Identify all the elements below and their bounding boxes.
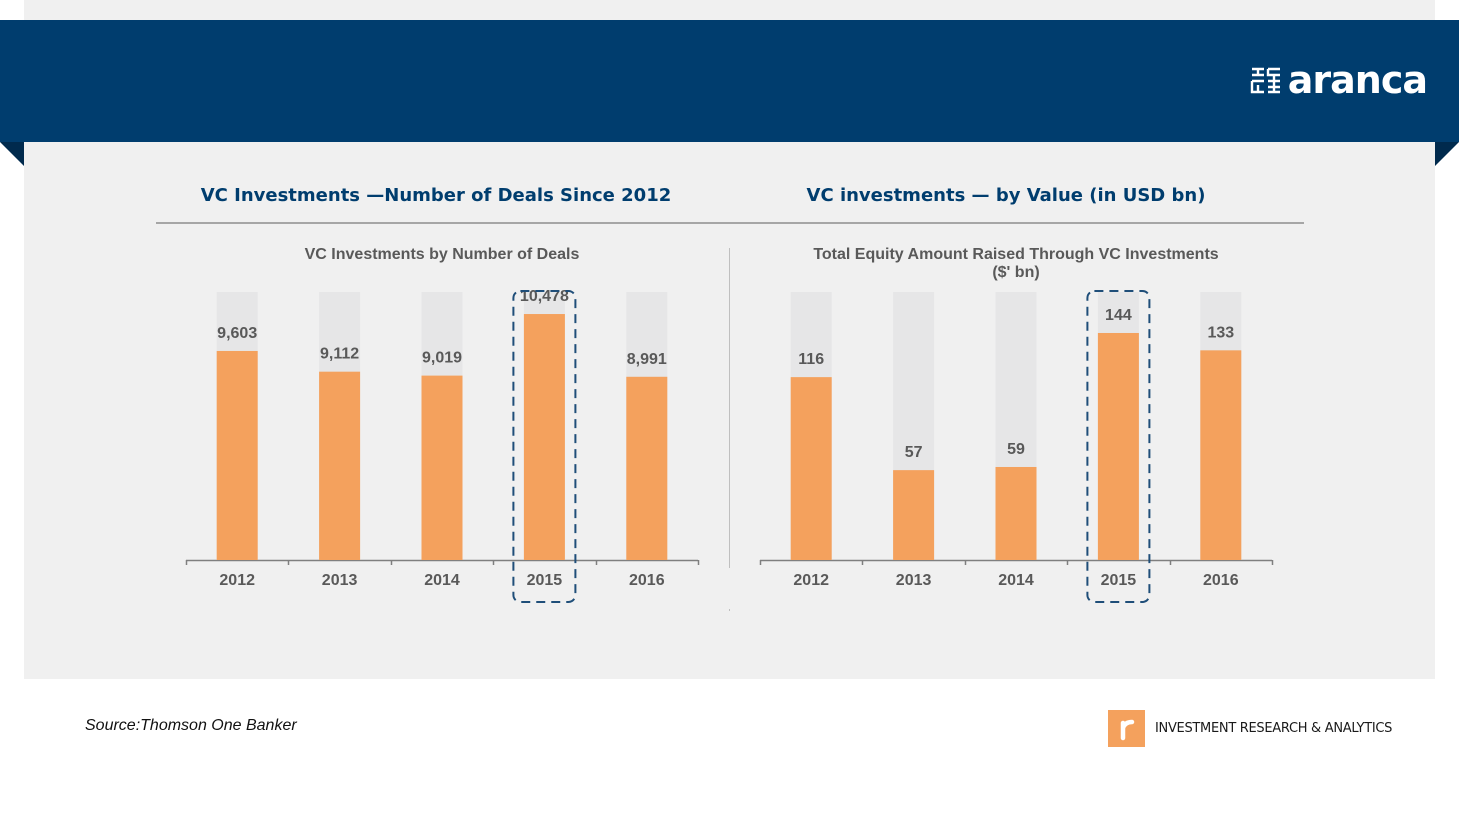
aranca-logo: aranca xyxy=(1250,58,1428,102)
x-tick-label: 2015 xyxy=(1101,572,1137,589)
bar xyxy=(421,375,463,560)
left-section-title: VC Investments —Number of Deals Since 20… xyxy=(200,185,672,206)
bar xyxy=(626,376,668,560)
data-label: 57 xyxy=(905,444,923,461)
data-label: 9,603 xyxy=(217,325,257,342)
deals-bar-chart: 9,603 2012 9,112 2013 9,019 2014 10,478 2015 8,9… xyxy=(185,288,700,603)
title-divider xyxy=(156,222,1304,224)
bar xyxy=(893,470,935,560)
bar xyxy=(995,466,1037,560)
chart-divider xyxy=(729,248,730,568)
x-tick-label: 2014 xyxy=(998,572,1034,589)
x-tick-label: 2013 xyxy=(322,572,358,589)
brand-badge-icon xyxy=(1108,710,1145,747)
left-chart-title: VC Investments by Number of Deals xyxy=(304,246,580,263)
right-chart-title-unit: ($' bn) xyxy=(992,264,1040,281)
x-tick-label: 2016 xyxy=(1203,572,1239,589)
data-label: 10,478 xyxy=(520,288,569,305)
footer-brand: INVESTMENT RESEARCH & ANALYTICS xyxy=(1108,710,1392,747)
bar xyxy=(319,371,361,560)
bar xyxy=(1097,332,1139,560)
right-chart-title: Total Equity Amount Raised Through VC In… xyxy=(760,246,1272,282)
source-note: Source:Thomson One Banker xyxy=(85,717,297,734)
bar xyxy=(790,377,832,560)
bar xyxy=(1200,350,1242,560)
x-tick-label: 2016 xyxy=(629,572,665,589)
logo-mark-icon xyxy=(1250,67,1280,94)
data-label: 8,991 xyxy=(627,351,667,368)
bar xyxy=(216,350,258,560)
data-label: 133 xyxy=(1207,324,1234,341)
data-label: 144 xyxy=(1105,307,1132,324)
logo-text: aranca xyxy=(1287,58,1428,102)
x-tick-label: 2015 xyxy=(527,572,563,589)
right-chart-title-main: Total Equity Amount Raised Through VC In… xyxy=(813,246,1219,263)
banner-fold-left xyxy=(0,142,24,166)
x-tick-label: 2013 xyxy=(896,572,932,589)
bar xyxy=(523,314,565,560)
banner-fold-right xyxy=(1435,142,1459,166)
data-label: 9,019 xyxy=(422,350,462,367)
right-section-title: VC investments — by Value (in USD bn) xyxy=(806,185,1206,206)
x-tick-label: 2014 xyxy=(424,572,460,589)
data-label: 9,112 xyxy=(320,346,359,363)
x-tick-label: 2012 xyxy=(219,572,255,589)
header-banner xyxy=(0,20,1459,142)
footer-tagline: INVESTMENT RESEARCH & ANALYTICS xyxy=(1155,721,1393,736)
divider-mark xyxy=(729,609,730,611)
x-tick-label: 2012 xyxy=(793,572,829,589)
data-label: 116 xyxy=(798,351,824,368)
value-bar-chart: 116 2012 57 2013 59 2014 144 2015 133 2016 xyxy=(759,290,1274,603)
data-label: 59 xyxy=(1007,441,1025,458)
